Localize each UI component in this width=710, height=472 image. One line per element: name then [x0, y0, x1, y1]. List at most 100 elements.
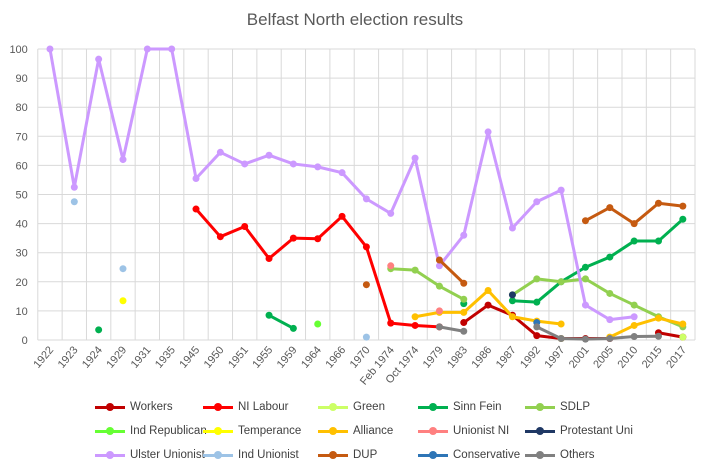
data-point-dup [362, 281, 370, 289]
x-tick-label: 2017 [664, 344, 689, 370]
data-point-others [533, 323, 541, 331]
data-point-sdlp [630, 301, 638, 309]
legend-item-unionist-ni: Unionist NI [418, 425, 509, 437]
data-point-workers [460, 319, 468, 327]
data-point-ulster-unionist [289, 160, 297, 168]
data-point-sdlp [581, 275, 589, 283]
data-point-ni-labour [338, 212, 346, 220]
data-point-alliance [460, 308, 468, 316]
data-point-ind-unionist [362, 333, 370, 341]
legend-marker [95, 450, 125, 459]
data-point-others [630, 333, 638, 341]
data-point-sinn-fein [95, 326, 103, 334]
legend-marker [318, 426, 348, 435]
x-tick-label: 2005 [591, 344, 616, 370]
data-point-ulster-unionist [606, 316, 614, 324]
data-point-dup [606, 204, 614, 212]
data-point-alliance [508, 313, 516, 321]
data-point-unionist-ni [435, 307, 443, 315]
legend-marker [95, 402, 125, 411]
series-line-sinn-fein [512, 218, 684, 304]
x-tick-label: 1987 [494, 344, 519, 370]
data-point-sinn-fein [630, 237, 638, 245]
x-tick-label: 1966 [323, 344, 348, 370]
legend-marker [203, 450, 233, 459]
data-point-sinn-fein [606, 253, 614, 261]
data-point-ulster-unionist [630, 313, 638, 321]
y-tick-label: 20 [16, 277, 28, 289]
legend-item-ind-unionist: Ind Unionist [203, 449, 299, 461]
legend-marker [95, 426, 125, 435]
legend-label: Temperance [238, 425, 302, 437]
legend-marker [525, 426, 555, 435]
data-point-sdlp [557, 278, 565, 286]
legend-item-conservative: Conservative [418, 449, 520, 461]
data-point-ulster-unionist [192, 174, 200, 182]
data-point-sinn-fein [654, 237, 662, 245]
data-point-dup [460, 279, 468, 287]
data-point-dup [630, 220, 638, 228]
data-point-sinn-fein [533, 298, 541, 306]
x-tick-label: 1983 [445, 344, 470, 370]
y-tick-label: 50 [16, 190, 28, 202]
x-tick-label: 1945 [177, 344, 202, 370]
data-point-dup [654, 199, 662, 207]
legend-item-dup: DUP [318, 449, 377, 461]
data-point-ulster-unionist [508, 224, 516, 232]
x-tick-label: 2001 [567, 344, 592, 370]
chart-title: Belfast North election results [246, 10, 464, 29]
data-point-others [606, 335, 614, 343]
legend-marker [318, 402, 348, 411]
x-tick-label: 1979 [421, 344, 446, 370]
data-point-sdlp [606, 289, 614, 297]
data-point-ulster-unionist [581, 301, 589, 309]
data-point-others [460, 327, 468, 335]
data-point-sdlp [460, 295, 468, 303]
y-tick-label: 90 [16, 73, 28, 85]
series-line-alliance [609, 316, 684, 339]
data-point-alliance [654, 314, 662, 322]
legend-label: Alliance [353, 425, 394, 437]
legend-item-ni-labour: NI Labour [203, 401, 289, 413]
data-point-unionist-ni [387, 262, 395, 270]
legend-marker [525, 450, 555, 459]
data-point-ulster-unionist [338, 169, 346, 177]
x-tick-label: 1935 [153, 344, 178, 370]
y-tick-label: 100 [9, 44, 27, 56]
series-line-others [536, 325, 659, 341]
data-point-ulster-unionist [387, 209, 395, 217]
data-point-workers [533, 332, 541, 340]
legend-label: Protestant Uni [560, 425, 633, 437]
legend-label: Workers [130, 401, 173, 413]
legend-label: Unionist NI [453, 425, 510, 437]
x-tick-label: 1959 [275, 344, 300, 370]
x-tick-label: 1929 [104, 344, 129, 370]
legend-item-ind-republican: Ind Republican [95, 425, 207, 437]
data-point-alliance [484, 287, 492, 295]
x-tick-label: 1964 [299, 344, 324, 370]
data-point-others [581, 335, 589, 343]
data-point-ulster-unionist [168, 45, 176, 53]
data-point-ulster-unionist [241, 160, 249, 168]
data-point-sinn-fein [679, 215, 687, 223]
x-tick-label: 1992 [518, 344, 543, 370]
legend-marker [418, 426, 448, 435]
legend-marker [418, 402, 448, 411]
data-point-sinn-fein [289, 324, 297, 332]
x-tick-label: 1923 [56, 344, 81, 370]
data-point-ulster-unionist [119, 156, 127, 164]
data-point-protestant-uni [508, 291, 516, 299]
x-tick-label: 1950 [202, 344, 227, 370]
data-point-ni-labour [289, 234, 297, 242]
legend-item-green: Green [318, 401, 385, 413]
data-point-workers [484, 301, 492, 309]
data-point-sinn-fein [581, 263, 589, 271]
data-point-ulster-unionist [46, 45, 54, 53]
data-point-ni-labour [265, 255, 273, 263]
data-point-others [557, 335, 565, 343]
legend-label: NI Labour [238, 401, 289, 413]
data-point-sdlp [533, 275, 541, 283]
series-line-dup [438, 258, 465, 285]
series-line-workers [658, 331, 684, 339]
